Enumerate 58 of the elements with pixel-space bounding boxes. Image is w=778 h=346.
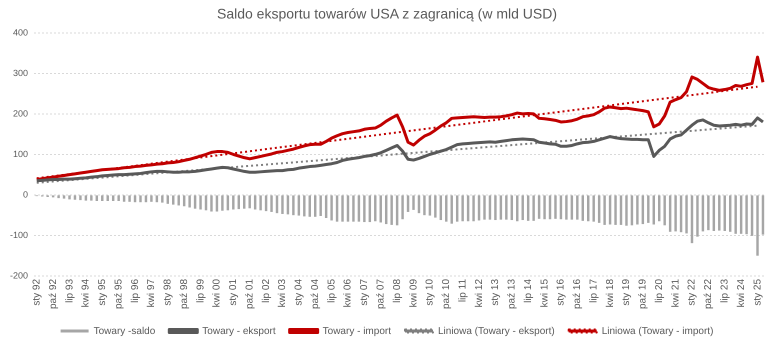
- x-tick-label: sty 95: [97, 278, 108, 306]
- legend-label: Towary -saldo: [94, 326, 156, 337]
- y-tick-label: 200: [12, 108, 28, 118]
- x-tick-label: paź 10: [441, 278, 452, 310]
- x-tick-label: sty 13: [490, 278, 502, 306]
- x-tick-label: lip 96: [130, 278, 141, 303]
- y-tick-label: 300: [12, 68, 28, 78]
- y-tick-label: -100: [10, 230, 28, 240]
- x-tick-label: kwi 15: [539, 278, 550, 308]
- legend-label: Liniowa (Towary - eksport): [438, 326, 555, 337]
- x-tick-label: sty 19: [621, 278, 632, 306]
- x-tick-label: kwi 97: [146, 278, 158, 308]
- x-tick-label: sty 92: [31, 278, 42, 306]
- x-tick-label: lip 99: [195, 278, 206, 303]
- x-tick-label: kwi 12: [474, 278, 485, 308]
- x-tick-label: sty 22: [686, 278, 698, 306]
- x-tick-label: sty 10: [424, 278, 436, 306]
- x-tick-label: lip 14: [522, 278, 534, 303]
- x-tick-label: sty 07: [359, 278, 370, 306]
- legend-label: Towary - import: [322, 326, 392, 337]
- x-tick-label: lip 23: [720, 278, 730, 303]
- x-tick-label: paź 95: [113, 278, 124, 310]
- x-tick-label: kwi 09: [408, 278, 420, 308]
- x-tick-label: lip 11: [457, 278, 468, 302]
- x-tick-label: paź 16: [572, 278, 584, 310]
- x-tick-label: paź 07: [375, 278, 386, 310]
- x-tick-label: paź 22: [703, 278, 714, 310]
- x-tick-label: lip 93: [64, 278, 76, 303]
- x-tick-label: sty 04: [294, 278, 305, 306]
- x-tick-label: paź 13: [506, 278, 518, 310]
- x-tick-label: sty 16: [556, 278, 567, 306]
- x-tick-label: paź 19: [638, 278, 649, 310]
- x-tick-label: sty 98: [162, 278, 174, 306]
- x-tick-label: kwi 94: [80, 278, 92, 308]
- x-tick-label: lip 08: [392, 278, 403, 303]
- y-tick-label: -200: [10, 270, 28, 280]
- x-tick-label: lip 05: [326, 278, 338, 303]
- x-tick-label: paź 92: [48, 278, 59, 310]
- x-tick-label: lip 17: [588, 278, 600, 303]
- x-tick-label: lip 20: [654, 278, 665, 303]
- legend-label: Towary - eksport: [202, 326, 276, 337]
- x-tick-label: kwi 03: [277, 278, 288, 308]
- x-tick-label: sty 25: [752, 278, 764, 306]
- x-tick-label: lip 02: [260, 278, 272, 303]
- y-tick-label: 0: [23, 189, 28, 200]
- x-tick-label: kwi 06: [342, 278, 354, 308]
- x-tick-label: paź 01: [244, 278, 256, 310]
- y-tick-label: 400: [12, 27, 28, 38]
- x-tick-label: sty 01: [228, 278, 240, 306]
- y-tick-label: 100: [12, 148, 28, 159]
- x-tick-label: kwi 00: [212, 278, 223, 308]
- x-tick-label: paź 98: [178, 278, 190, 310]
- x-tick-label: kwi 18: [604, 278, 616, 308]
- x-tick-label: kwi 24: [736, 278, 747, 308]
- legend-label: Liniowa (Towary - import): [602, 326, 714, 337]
- chart-title: Saldo eksportu towarów USA z zagranicą (w mld USD): [216, 5, 558, 22]
- x-tick-label: paź 04: [310, 278, 321, 310]
- x-tick-label: kwi 21: [670, 278, 682, 308]
